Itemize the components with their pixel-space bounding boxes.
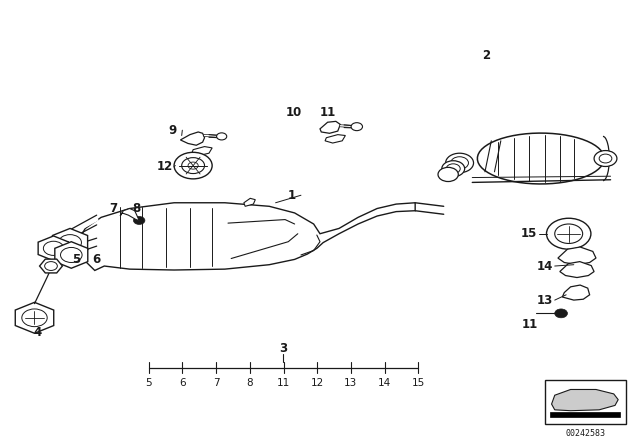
Circle shape	[555, 309, 568, 318]
Text: 4: 4	[33, 326, 42, 339]
Polygon shape	[180, 132, 205, 145]
Text: 11: 11	[521, 319, 538, 332]
Circle shape	[446, 164, 460, 173]
Text: 7: 7	[109, 202, 118, 215]
Text: 11: 11	[277, 378, 290, 388]
Polygon shape	[38, 236, 69, 261]
Circle shape	[216, 133, 227, 140]
Polygon shape	[55, 242, 88, 268]
Text: 7: 7	[212, 378, 220, 388]
Text: 11: 11	[319, 106, 336, 119]
Circle shape	[442, 161, 465, 177]
Circle shape	[451, 157, 468, 169]
Text: 12: 12	[310, 378, 324, 388]
Text: 12: 12	[156, 160, 173, 173]
Circle shape	[555, 224, 582, 243]
Bar	[545, 380, 627, 424]
Text: 00242583: 00242583	[566, 429, 606, 438]
Text: 5: 5	[72, 253, 80, 266]
Text: 13: 13	[344, 378, 358, 388]
Circle shape	[188, 162, 198, 169]
Text: 5: 5	[145, 378, 152, 388]
Polygon shape	[320, 121, 340, 134]
Polygon shape	[558, 247, 596, 265]
Circle shape	[174, 152, 212, 179]
Polygon shape	[15, 302, 54, 333]
Circle shape	[61, 247, 82, 263]
Circle shape	[599, 154, 612, 163]
Text: 1: 1	[287, 189, 296, 202]
Text: 14: 14	[378, 378, 391, 388]
Polygon shape	[52, 228, 88, 257]
Circle shape	[351, 123, 362, 131]
Circle shape	[22, 309, 47, 327]
Text: 2: 2	[482, 49, 490, 62]
Circle shape	[438, 168, 458, 181]
Text: 13: 13	[537, 293, 554, 306]
Circle shape	[445, 153, 474, 172]
Circle shape	[547, 218, 591, 249]
Polygon shape	[550, 412, 620, 418]
Polygon shape	[40, 259, 63, 273]
Text: 6: 6	[179, 378, 186, 388]
Text: 15: 15	[412, 378, 425, 388]
Text: 9: 9	[169, 124, 177, 137]
Circle shape	[182, 158, 205, 173]
Text: 15: 15	[521, 227, 538, 240]
Polygon shape	[244, 198, 255, 206]
Circle shape	[59, 235, 81, 250]
Polygon shape	[477, 133, 604, 184]
Text: 8: 8	[246, 378, 253, 388]
Polygon shape	[120, 208, 139, 220]
Text: 3: 3	[279, 342, 287, 355]
Polygon shape	[325, 135, 346, 143]
Text: 14: 14	[537, 259, 554, 272]
Circle shape	[44, 241, 64, 255]
Circle shape	[594, 151, 617, 167]
Polygon shape	[552, 389, 618, 411]
Polygon shape	[192, 146, 212, 155]
Polygon shape	[563, 285, 589, 300]
Text: 8: 8	[132, 202, 140, 215]
Polygon shape	[77, 203, 415, 271]
Circle shape	[134, 216, 145, 224]
Polygon shape	[560, 262, 594, 277]
Text: 10: 10	[285, 106, 301, 119]
Circle shape	[45, 262, 58, 271]
Text: 6: 6	[93, 253, 101, 266]
